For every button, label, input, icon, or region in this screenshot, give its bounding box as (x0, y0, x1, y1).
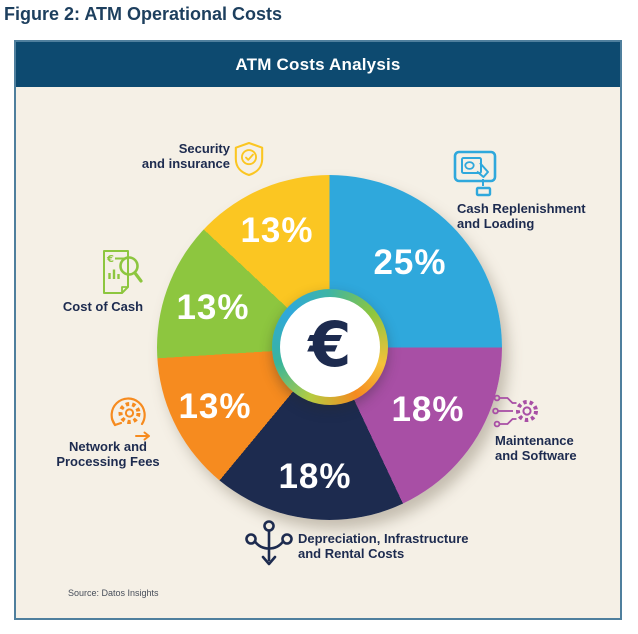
percent-label-depreciation: 18% (278, 457, 352, 496)
euro-symbol: € (308, 308, 352, 381)
label-line: Maintenance (495, 433, 574, 448)
pie-center-ring: € (272, 289, 388, 405)
label-maintenance-software: Maintenance and Software (495, 433, 615, 463)
pie-center-circle: € (280, 297, 380, 397)
atm-cash-icon (452, 149, 498, 199)
label-network-processing-fees: Network and Processing Fees (47, 439, 169, 469)
chart-title: ATM Costs Analysis (235, 54, 401, 74)
label-cash-replenishment: Cash Replenishment and Loading (457, 201, 617, 231)
gear-circuit-icon (492, 391, 542, 431)
label-line: Processing Fees (56, 454, 160, 469)
label-line: and insurance (141, 156, 230, 171)
chart-panel: ATM Costs Analysis (14, 40, 622, 620)
branch-arrow-icon (245, 519, 293, 571)
document-magnifier-icon: € (96, 248, 144, 298)
source-note: Source: Datos Insights (68, 588, 159, 598)
label-security-and-insurance: Security and insurance (100, 141, 230, 171)
label-line: Depreciation, Infrastructure (298, 531, 469, 546)
percent-label-security: 13% (240, 211, 314, 250)
label-cost-of-cash: Cost of Cash (57, 299, 149, 314)
figure-title: Figure 2: ATM Operational Costs (4, 4, 283, 24)
label-line: and Rental Costs (298, 546, 405, 561)
gear-cycle-icon (106, 392, 154, 442)
percent-label-cash-replenishment: 25% (373, 243, 447, 282)
svg-text:€: € (106, 254, 114, 265)
percent-label-network: 13% (178, 387, 252, 426)
label-line: Security (178, 141, 230, 156)
label-line: Network and (68, 439, 147, 454)
label-line: and Loading (457, 216, 535, 231)
percent-label-maintenance: 18% (391, 390, 465, 429)
label-depreciation-infrastructure: Depreciation, Infrastructure and Rental … (298, 531, 498, 561)
chart-header-bar: ATM Costs Analysis (16, 42, 620, 87)
percent-label-cost-of-cash: 13% (176, 288, 250, 327)
label-line: Cost of Cash (62, 299, 144, 314)
shield-check-icon (233, 140, 265, 178)
label-line: and Software (495, 448, 577, 463)
label-line: Cash Replenishment (457, 201, 586, 216)
